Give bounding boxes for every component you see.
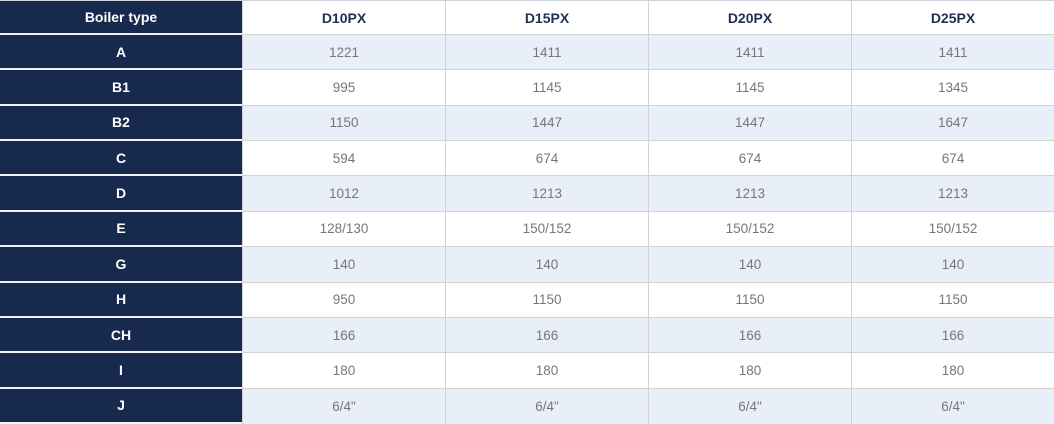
value-cell: 140 [648, 247, 851, 283]
value-cell: 1213 [445, 176, 648, 212]
table-row: H 950 1150 1150 1150 [0, 282, 1054, 318]
value-cell: 1221 [242, 35, 445, 71]
value-cell: 150/152 [648, 211, 851, 248]
value-cell: 166 [242, 317, 445, 354]
header-d25px: D25PX [851, 1, 1054, 35]
value-cell: 180 [242, 353, 445, 389]
value-cell: 140 [445, 247, 648, 283]
value-cell: 995 [242, 70, 445, 106]
row-label: C [0, 141, 242, 177]
row-label: E [0, 211, 242, 248]
table-header: Boiler type D10PX D15PX D20PX D25PX [0, 1, 1054, 35]
row-label: H [0, 282, 242, 318]
header-boiler-type: Boiler type [0, 1, 242, 35]
row-label: G [0, 247, 242, 283]
table-row: E 128/130 150/152 150/152 150/152 [0, 211, 1054, 248]
value-cell: 6/4" [445, 388, 648, 424]
value-cell: 128/130 [242, 211, 445, 248]
value-cell: 1150 [851, 282, 1054, 318]
value-cell: 1145 [445, 70, 648, 106]
value-cell: 1411 [445, 35, 648, 71]
row-label: J [0, 388, 242, 424]
value-cell: 6/4" [648, 388, 851, 424]
value-cell: 1145 [648, 70, 851, 106]
value-cell: 166 [851, 317, 1054, 354]
row-label: CH [0, 317, 242, 354]
header-d10px: D10PX [242, 1, 445, 35]
value-cell: 1345 [851, 70, 1054, 106]
table-row: J 6/4" 6/4" 6/4" 6/4" [0, 388, 1054, 424]
value-cell: 1150 [648, 282, 851, 318]
row-label: I [0, 353, 242, 389]
table-row: C 594 674 674 674 [0, 141, 1054, 177]
value-cell: 140 [851, 247, 1054, 283]
value-cell: 1447 [445, 105, 648, 142]
table-body: A 1221 1411 1411 1411 B1 995 1145 1145 1345 B2 1150… [0, 35, 1054, 424]
table-row: CH 166 166 166 166 [0, 317, 1054, 354]
value-cell: 6/4" [242, 388, 445, 424]
value-cell: 674 [445, 141, 648, 177]
value-cell: 1012 [242, 176, 445, 212]
table-row: G 140 140 140 140 [0, 247, 1054, 283]
table-row: B2 1150 1447 1447 1647 [0, 105, 1054, 142]
value-cell: 166 [445, 317, 648, 354]
value-cell: 674 [851, 141, 1054, 177]
row-label: B1 [0, 70, 242, 106]
value-cell: 166 [648, 317, 851, 354]
value-cell: 140 [242, 247, 445, 283]
value-cell: 1213 [851, 176, 1054, 212]
table-row: I 180 180 180 180 [0, 353, 1054, 389]
value-cell: 180 [851, 353, 1054, 389]
value-cell: 150/152 [851, 211, 1054, 248]
value-cell: 950 [242, 282, 445, 318]
value-cell: 674 [648, 141, 851, 177]
header-d20px: D20PX [648, 1, 851, 35]
value-cell: 180 [648, 353, 851, 389]
table-row: D 1012 1213 1213 1213 [0, 176, 1054, 212]
value-cell: 180 [445, 353, 648, 389]
header-row: Boiler type D10PX D15PX D20PX D25PX [0, 1, 1054, 35]
row-label: B2 [0, 105, 242, 142]
value-cell: 6/4" [851, 388, 1054, 424]
value-cell: 1150 [445, 282, 648, 318]
value-cell: 150/152 [445, 211, 648, 248]
header-d15px: D15PX [445, 1, 648, 35]
row-label: D [0, 176, 242, 212]
table-row: B1 995 1145 1145 1345 [0, 70, 1054, 106]
value-cell: 594 [242, 141, 445, 177]
value-cell: 1447 [648, 105, 851, 142]
value-cell: 1150 [242, 105, 445, 142]
value-cell: 1411 [648, 35, 851, 71]
row-label: A [0, 35, 242, 71]
value-cell: 1411 [851, 35, 1054, 71]
table-row: A 1221 1411 1411 1411 [0, 35, 1054, 71]
value-cell: 1647 [851, 105, 1054, 142]
value-cell: 1213 [648, 176, 851, 212]
